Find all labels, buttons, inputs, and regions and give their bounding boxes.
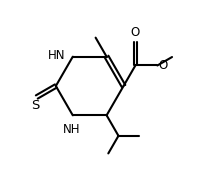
Text: O: O bbox=[131, 26, 140, 39]
Text: HN: HN bbox=[48, 49, 65, 62]
Text: NH: NH bbox=[63, 123, 81, 136]
Text: O: O bbox=[158, 59, 167, 72]
Text: S: S bbox=[31, 99, 39, 112]
